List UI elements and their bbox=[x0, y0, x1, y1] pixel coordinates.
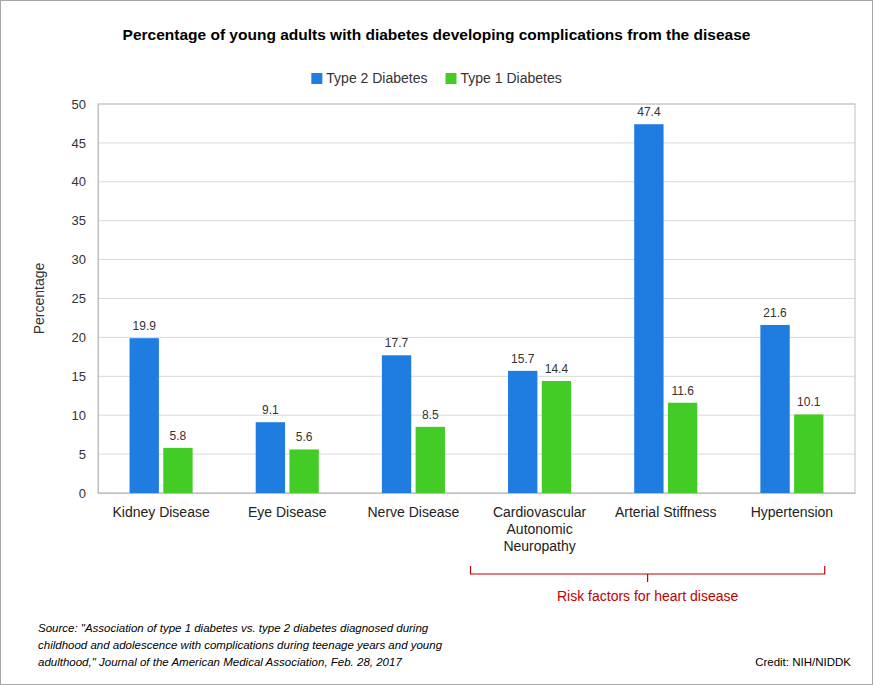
bracket bbox=[471, 566, 825, 582]
bar bbox=[760, 325, 789, 493]
y-tick: 25 bbox=[72, 291, 98, 306]
grid-line bbox=[98, 298, 855, 299]
data-label: 14.4 bbox=[545, 362, 569, 376]
legend-label: Type 2 Diabetes bbox=[326, 70, 427, 86]
y-tick: 10 bbox=[72, 408, 98, 423]
bar bbox=[289, 449, 318, 493]
grid-line bbox=[98, 337, 855, 338]
annotation: Risk factors for heart disease bbox=[557, 588, 739, 604]
data-label: 21.6 bbox=[763, 306, 787, 320]
y-tick-label: 10 bbox=[72, 408, 86, 423]
bar bbox=[130, 338, 159, 493]
bars bbox=[130, 124, 824, 493]
x-tick: Kidney Disease bbox=[112, 493, 209, 520]
y-axis-line bbox=[98, 105, 99, 494]
y-tick-label: 35 bbox=[72, 213, 86, 228]
x-axis: Kidney Disease Eye Disease Nerve Disease Ca… bbox=[99, 493, 856, 554]
grid-line bbox=[98, 376, 855, 377]
data-label: 11.6 bbox=[671, 384, 694, 398]
credit: Credit: NIH/NIDDK bbox=[755, 656, 851, 668]
data-label: 47.4 bbox=[637, 105, 661, 119]
y-axis-title: Percentage bbox=[31, 262, 47, 334]
data-label: 17.7 bbox=[385, 336, 409, 350]
x-tick: Nerve Disease bbox=[368, 493, 460, 520]
legend-swatch bbox=[311, 73, 322, 84]
y-tick: 45 bbox=[72, 136, 98, 151]
grid-line bbox=[98, 220, 855, 221]
y-tick-label: 15 bbox=[72, 369, 86, 384]
legend-item: Type 2 Diabetes bbox=[311, 70, 427, 86]
x-tick-label: Hypertension bbox=[751, 504, 834, 520]
source: Source: "Association of type 1 diabetes … bbox=[38, 622, 429, 634]
y-tick-label: 5 bbox=[79, 447, 86, 462]
data-label: 8.5 bbox=[422, 408, 439, 422]
legend-label: Type 1 Diabetes bbox=[461, 70, 562, 86]
y-tick-label: 50 bbox=[72, 97, 86, 112]
source: adulthood," Journal of the American Medi… bbox=[38, 656, 402, 668]
x-tick-label: CardiovascularAutonomicNeuropathy bbox=[493, 504, 587, 554]
data-label: 5.6 bbox=[296, 430, 313, 444]
legend-swatch bbox=[446, 73, 457, 84]
grid-line bbox=[98, 454, 855, 455]
legend: Type 2 Diabetes Type 1 Diabetes bbox=[311, 70, 561, 86]
bar bbox=[542, 381, 571, 493]
y-tick: 20 bbox=[72, 330, 98, 345]
x-tick-label: Eye Disease bbox=[248, 504, 327, 520]
bar bbox=[668, 403, 697, 493]
data-label: 9.1 bbox=[262, 403, 279, 417]
outer-frame bbox=[1, 1, 873, 685]
x-tick-label: Nerve Disease bbox=[368, 504, 460, 520]
grid bbox=[98, 104, 855, 493]
data-label: 5.8 bbox=[170, 429, 187, 443]
data-label: 19.9 bbox=[133, 319, 157, 333]
legend-item: Type 1 Diabetes bbox=[446, 70, 562, 86]
grid-line bbox=[98, 415, 855, 416]
data-labels: 19.9 9.1 17.7 15.7 47.4 21.6 5.8 5.6 8.5 14.4 11.6… bbox=[133, 105, 821, 444]
bar bbox=[416, 427, 445, 493]
y-tick-label: 25 bbox=[72, 291, 86, 306]
x-tick: Eye Disease bbox=[248, 493, 327, 520]
source: childhood and adolescence with complicat… bbox=[38, 639, 443, 651]
y-tick: 0 bbox=[79, 486, 98, 501]
x-axis-line bbox=[99, 493, 856, 494]
chart: Percentage of young adults with diabetes… bbox=[0, 0, 873, 685]
y-axis: 0 5 10 15 20 25 30 35 40 45 50 bbox=[72, 97, 99, 501]
grid-line bbox=[98, 181, 855, 182]
y-tick-label: 45 bbox=[72, 136, 86, 151]
x-tick-label: Kidney Disease bbox=[112, 504, 209, 520]
y-tick-label: 30 bbox=[72, 252, 86, 267]
x-tick: Arterial Stiffness bbox=[615, 493, 717, 520]
grid-line bbox=[98, 142, 855, 143]
y-tick-label: 40 bbox=[72, 174, 86, 189]
x-tick-label: Arterial Stiffness bbox=[615, 504, 717, 520]
bar bbox=[794, 414, 823, 493]
y-tick: 40 bbox=[72, 174, 98, 189]
bar bbox=[256, 422, 285, 493]
bar bbox=[508, 371, 537, 493]
data-label: 15.7 bbox=[511, 352, 535, 366]
y-tick: 50 bbox=[72, 97, 98, 112]
y-tick: 35 bbox=[72, 213, 98, 228]
x-tick: Hypertension bbox=[751, 493, 834, 520]
y-tick-label: 0 bbox=[79, 486, 86, 501]
data-label: 10.1 bbox=[797, 395, 821, 409]
y-tick: 30 bbox=[72, 252, 98, 267]
x-tick: CardiovascularAutonomicNeuropathy bbox=[493, 493, 587, 554]
y-tick: 5 bbox=[79, 447, 98, 462]
y-tick-label: 20 bbox=[72, 330, 86, 345]
title: Percentage of young adults with diabetes… bbox=[123, 26, 751, 43]
plot-frame bbox=[98, 104, 855, 493]
bar bbox=[163, 448, 192, 493]
bar bbox=[634, 124, 663, 493]
bar bbox=[382, 355, 411, 493]
grid-line bbox=[98, 259, 855, 260]
y-tick: 15 bbox=[72, 369, 98, 384]
